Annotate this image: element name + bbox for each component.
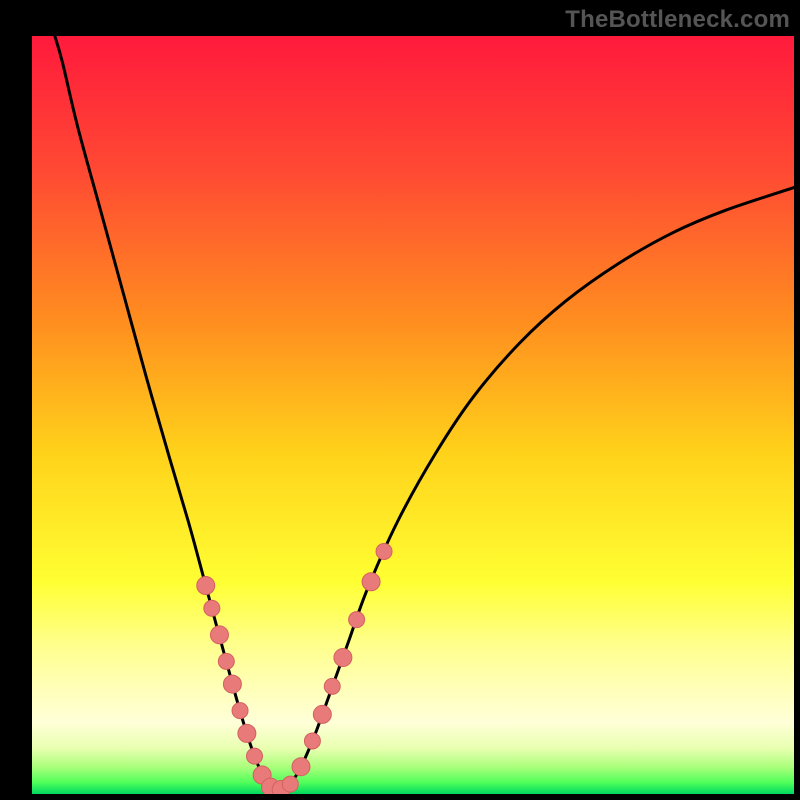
frame-left [0,0,32,800]
data-marker [362,573,380,591]
gradient-background [32,36,794,794]
data-marker [247,748,263,764]
frame-right [794,0,800,800]
data-marker [238,724,256,742]
data-marker [282,776,298,792]
data-marker [334,649,352,667]
frame-bottom [0,794,800,800]
watermark-sitename: TheBottleneck.com [565,6,790,34]
data-marker [210,626,228,644]
bottleneck-curve-chart [32,36,794,794]
data-marker [218,653,234,669]
plot-area [32,36,794,794]
data-marker [324,678,340,694]
data-marker [232,703,248,719]
data-marker [349,612,365,628]
data-marker [304,733,320,749]
data-marker [197,577,215,595]
data-marker [204,600,220,616]
data-marker [223,675,241,693]
data-marker [292,758,310,776]
data-marker [313,705,331,723]
chart-stage: TheBottleneck.com [0,0,800,800]
data-marker [376,543,392,559]
